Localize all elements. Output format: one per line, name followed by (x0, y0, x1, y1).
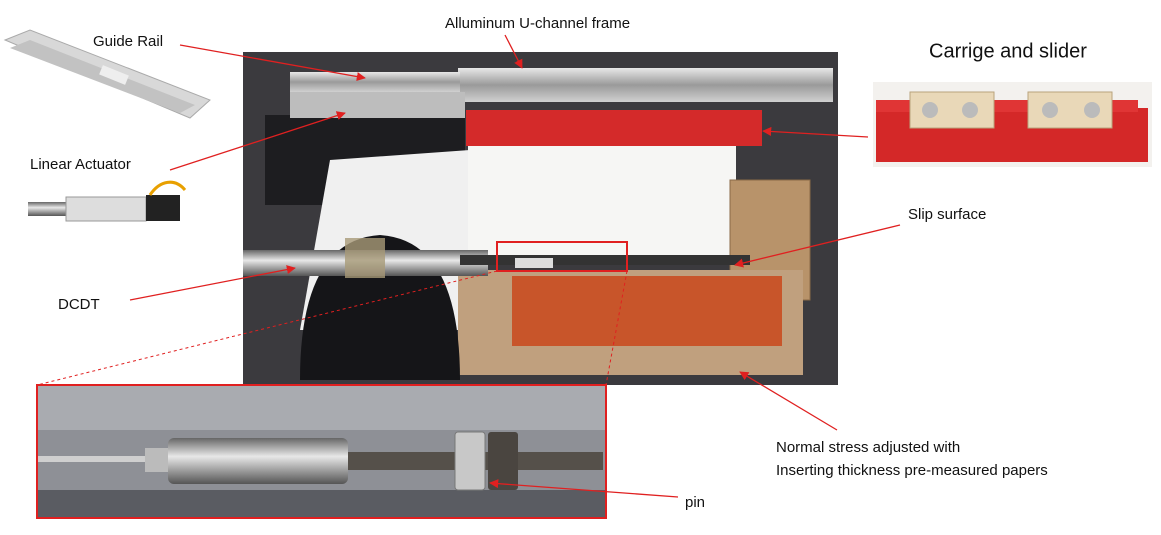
label: Slip surface (908, 206, 986, 223)
label: pin (685, 494, 705, 511)
carriage-image (873, 82, 1152, 167)
zoom-line (605, 270, 628, 386)
label: Alluminum U-channel frame (445, 15, 630, 32)
arrows (129, 34, 901, 498)
actuator-image (28, 180, 187, 222)
label: DCDT (58, 296, 100, 313)
label: Carrige and slider (929, 40, 1087, 62)
label: Inserting thickness pre-measured papers (776, 462, 1048, 479)
zoom-line (36, 270, 498, 386)
guide-rail-image (3, 29, 211, 119)
label: Linear Actuator (30, 156, 131, 173)
label: Guide Rail (93, 33, 163, 50)
label: Normal stress adjusted with (776, 439, 960, 456)
zoom-inset (36, 384, 607, 519)
setup-photo (243, 52, 838, 385)
